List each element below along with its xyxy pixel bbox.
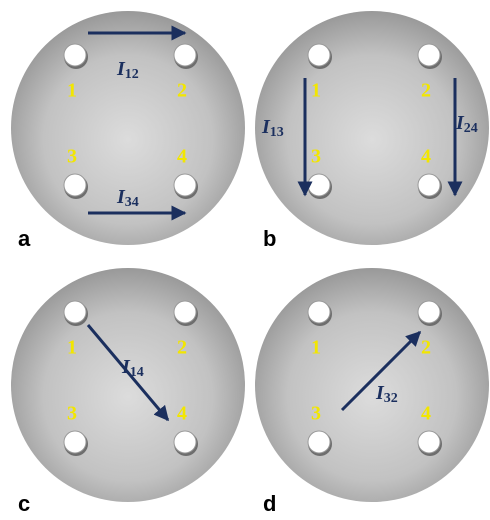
terminal-number: 2	[421, 80, 431, 102]
current-subscript: 13	[270, 125, 284, 140]
hole	[64, 174, 86, 196]
hole	[64, 301, 86, 323]
disc	[11, 268, 245, 502]
panel-label: d	[263, 491, 276, 516]
hole	[308, 174, 330, 196]
terminal-number: 4	[421, 403, 431, 425]
terminal-number: 1	[311, 80, 321, 102]
hole	[418, 44, 440, 66]
terminal-number: 1	[311, 337, 321, 359]
terminal-number: 4	[177, 146, 187, 168]
hole	[64, 44, 86, 66]
hole	[418, 174, 440, 196]
current-subscript: 14	[130, 365, 144, 380]
terminal-number: 2	[177, 80, 187, 102]
hole	[308, 301, 330, 323]
terminal-number: 2	[177, 337, 187, 359]
current-subscript: 24	[464, 121, 478, 136]
terminal-number: 1	[67, 337, 77, 359]
hole	[174, 301, 196, 323]
terminal-number: 3	[311, 403, 321, 425]
current-subscript: 12	[125, 67, 139, 82]
hole	[418, 301, 440, 323]
hole	[308, 431, 330, 453]
hole	[174, 44, 196, 66]
terminal-number: 2	[421, 337, 431, 359]
hole	[64, 431, 86, 453]
terminal-number: 3	[67, 403, 77, 425]
panel-label: b	[263, 226, 276, 251]
terminal-number: 3	[311, 146, 321, 168]
terminal-number: 4	[177, 403, 187, 425]
hole	[418, 431, 440, 453]
figure: 1234I12I34a1234I13I24b1234I14c1234I32d	[0, 0, 490, 520]
current-subscript: 34	[125, 195, 139, 210]
current-subscript: 32	[384, 391, 398, 406]
hole	[174, 431, 196, 453]
hole	[308, 44, 330, 66]
terminal-number: 4	[421, 146, 431, 168]
disc	[255, 268, 489, 502]
terminal-number: 3	[67, 146, 77, 168]
hole	[174, 174, 196, 196]
panel-label: a	[18, 226, 31, 251]
terminal-number: 1	[67, 80, 77, 102]
panel-label: c	[18, 491, 30, 516]
